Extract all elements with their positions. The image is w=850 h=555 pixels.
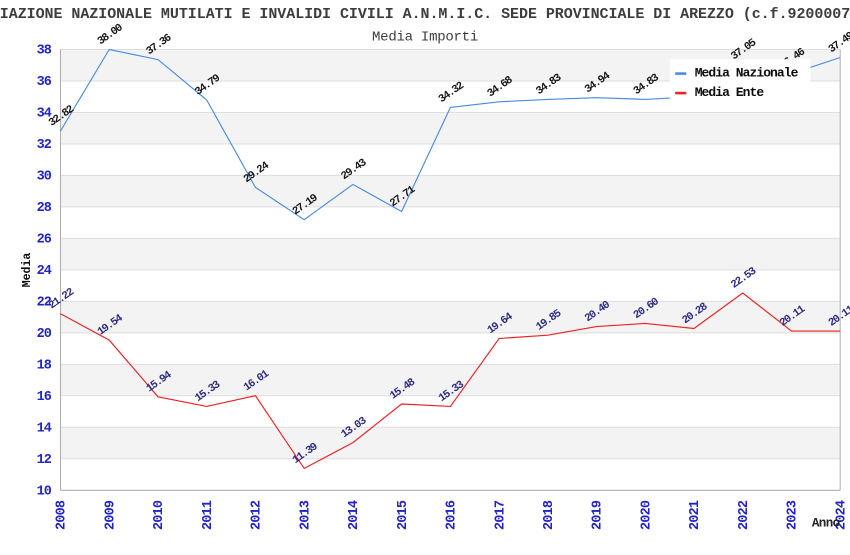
svg-text:10: 10 [37, 485, 52, 500]
svg-text:2024: 2024 [834, 500, 849, 530]
svg-text:ASSOCIAZIONE NAZIONALE MUTILAT: ASSOCIAZIONE NAZIONALE MUTILATI E INVALI… [0, 6, 850, 23]
svg-text:2017: 2017 [493, 500, 508, 530]
svg-text:28: 28 [37, 201, 52, 216]
svg-text:2010: 2010 [152, 500, 167, 530]
svg-text:2016: 2016 [445, 500, 460, 530]
svg-text:34: 34 [37, 107, 52, 122]
svg-text:2013: 2013 [298, 500, 313, 530]
svg-text:38: 38 [37, 44, 52, 59]
svg-text:32: 32 [37, 138, 52, 153]
svg-text:20: 20 [37, 327, 52, 342]
svg-text:2023: 2023 [786, 500, 801, 530]
svg-text:Media Importi: Media Importi [372, 30, 478, 46]
svg-text:2011: 2011 [201, 500, 216, 530]
svg-text:18: 18 [37, 359, 52, 374]
svg-text:16: 16 [37, 390, 52, 405]
svg-text:Media: Media [21, 253, 34, 288]
svg-text:2019: 2019 [591, 500, 606, 530]
svg-text:2022: 2022 [737, 500, 752, 530]
svg-text:12: 12 [37, 453, 52, 468]
svg-text:2015: 2015 [396, 500, 411, 530]
svg-text:22: 22 [37, 296, 52, 311]
svg-text:36: 36 [37, 75, 52, 90]
svg-text:Anno: Anno [812, 517, 840, 531]
svg-text:Media Ente: Media Ente [695, 85, 765, 100]
svg-text:14: 14 [37, 422, 52, 437]
svg-text:2014: 2014 [347, 500, 362, 530]
svg-text:2020: 2020 [640, 500, 655, 530]
svg-text:2012: 2012 [250, 500, 265, 530]
svg-text:30: 30 [37, 170, 52, 185]
svg-text:24: 24 [37, 264, 52, 279]
svg-text:Media Nazionale: Media Nazionale [695, 66, 799, 81]
svg-text:2018: 2018 [542, 500, 557, 530]
svg-text:2021: 2021 [688, 500, 703, 530]
svg-text:26: 26 [37, 233, 52, 248]
svg-text:2008: 2008 [55, 500, 70, 530]
svg-text:2009: 2009 [103, 500, 118, 530]
